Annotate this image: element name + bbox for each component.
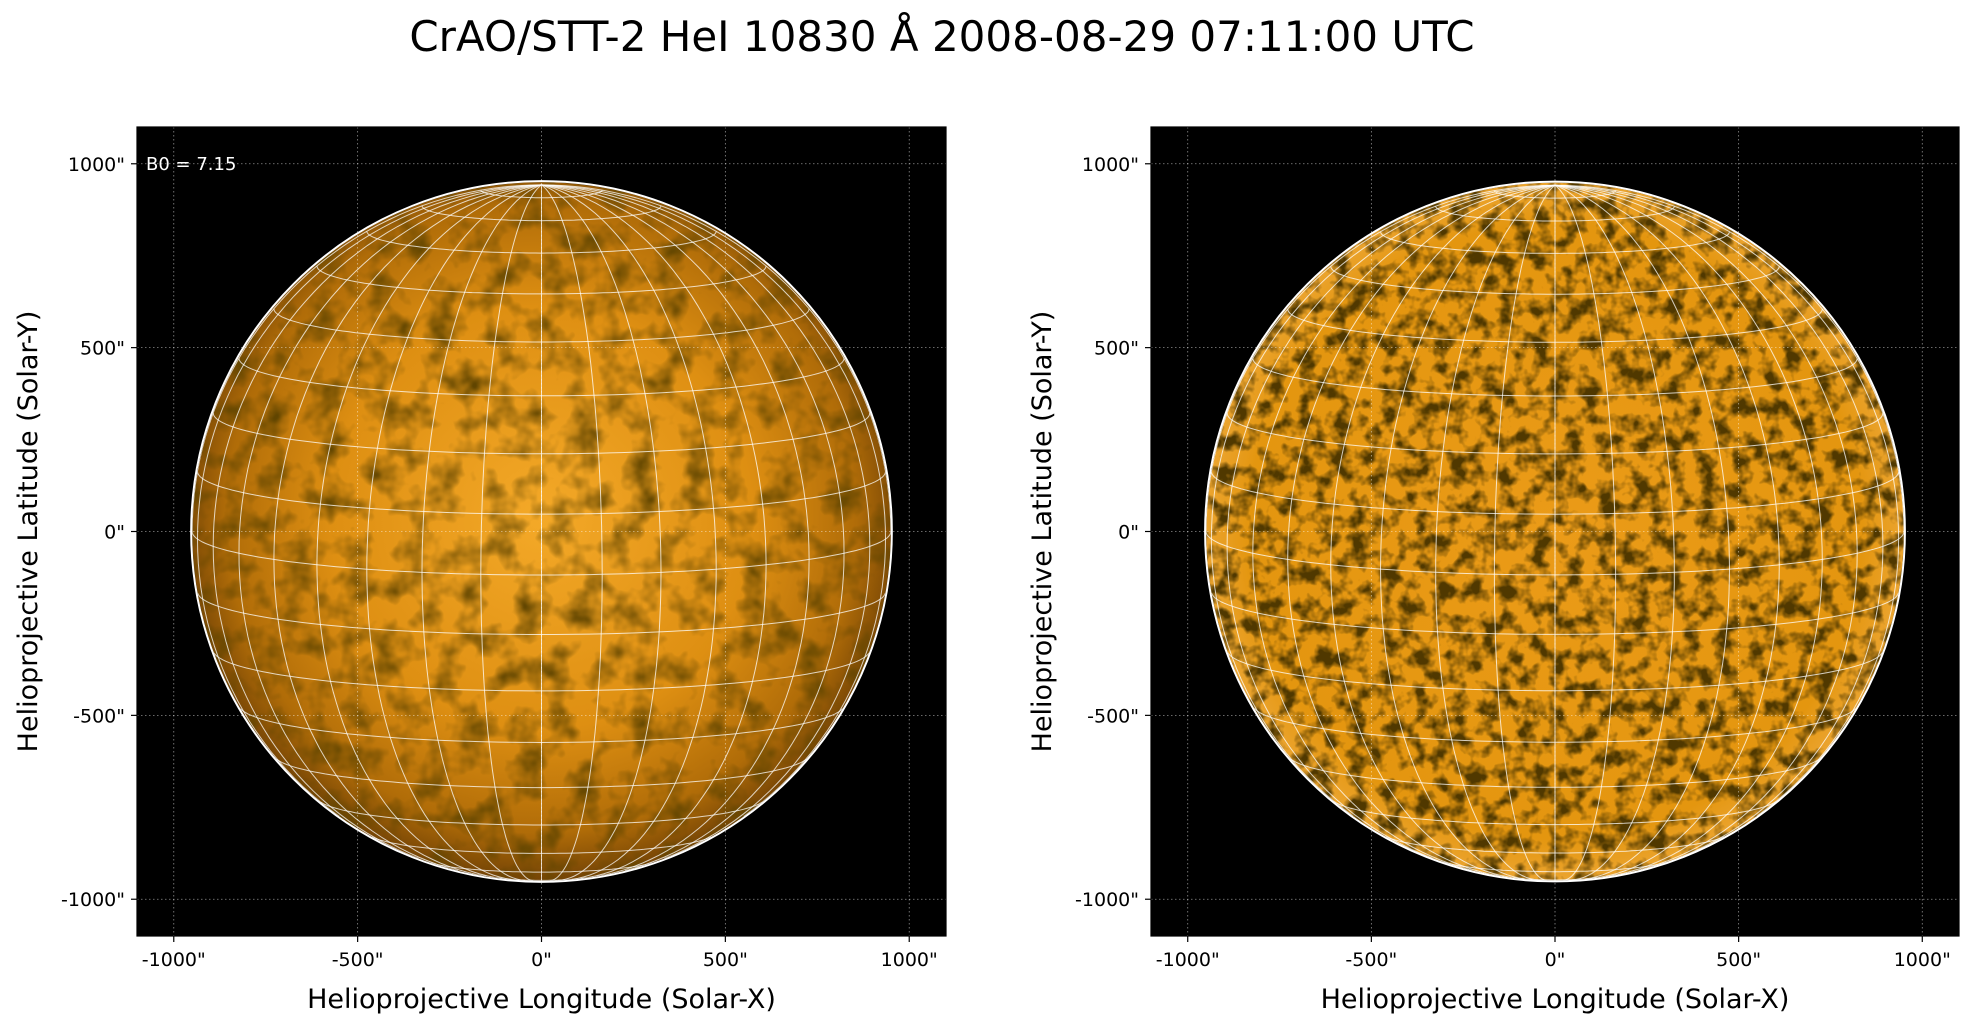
y-tick-label: -1000" [1075,889,1139,911]
x-tick-label: 500" [1716,949,1761,971]
y-axis-label: Helioprojective Latitude (Solar-Y) [1027,311,1058,753]
grid-longitude-line [1554,184,1731,880]
grid-longitude-line [541,184,717,880]
b0-annotation: B0 = 7.15 [146,154,236,175]
y-tick-label: -1000" [61,889,125,911]
axes-frame [136,126,947,937]
heliographic-grid [192,184,891,881]
figure-title: CrAO/STT-2 HeI 10830 Å 2008-08-29 07:11:… [409,12,1475,61]
grid-longitude-line [541,184,662,881]
solar-limb [190,180,893,883]
grid-longitude-line [1493,184,1556,881]
solar-limb [1204,180,1906,883]
x-tick-label: -1000" [1156,949,1220,971]
y-tick-label: -500" [73,705,125,727]
grid-longitude-line [1554,184,1900,817]
heliographic-grid [1206,184,1904,881]
y-tick-label: 500" [80,338,125,360]
y-tick-label: 500" [1094,338,1139,360]
y-tick-label: 1000" [68,154,125,176]
grid-longitude-line [1554,184,1780,879]
grid-longitude-line [1554,184,1823,877]
grid-longitude-line [541,184,891,532]
grid-longitude-line [541,184,845,872]
grid-longitude-line [1554,184,1617,881]
y-tick-label: -500" [1087,705,1139,727]
grid-longitude-line [541,184,871,859]
y-tick-label: 0" [104,522,125,544]
grid-longitude-line [1554,184,1858,871]
grid-longitude-line [1287,184,1556,877]
grid-longitude-line [541,184,810,877]
grid-longitude-line [1330,184,1556,879]
x-tick-label: -500" [1345,949,1397,971]
grid-longitude-line [273,184,542,877]
x-tick-label: 0" [1545,949,1566,971]
grid-longitude-line [1554,184,1675,881]
grid-longitude-line [196,184,542,817]
axes-frame [1150,126,1960,937]
grid-longitude-line [316,184,542,880]
grid-longitude-line [541,184,767,880]
grid-longitude-line [1554,184,1884,859]
grid-longitude-line [480,184,542,881]
grid-longitude-line [192,184,542,532]
grid-longitude-line [541,184,887,817]
y-axis-label: Helioprojective Latitude (Solar-Y) [13,311,44,753]
grid-longitude-line [1210,184,1556,817]
grid-longitude-line [1206,184,1556,532]
x-tick-label: -1000" [142,949,206,971]
grid-longitude-line [1554,184,1904,532]
grid-longitude-line [1252,184,1556,871]
y-tick-label: 0" [1118,522,1139,544]
grid-longitude-line [1379,184,1556,880]
x-tick-label: 1000" [881,949,938,971]
panel-right: -1000" -500" 0" 500" 1000" 1000" 500" 0" -500" -1… [1027,126,1960,1015]
panel-left: -1000" -500" 0" 500" 1000" 1000" 500" 0" -500" -1… [13,126,947,1015]
x-tick-label: 0" [531,949,552,971]
grid-longitude-line [366,184,542,880]
grid-longitude-line [421,184,542,881]
x-tick-label: 1000" [1894,949,1951,971]
grid-longitude-line [1226,184,1556,859]
x-axis-label: Helioprojective Longitude (Solar-X) [1321,984,1790,1015]
grid-longitude-line [212,184,542,859]
grid-longitude-line [1435,184,1556,881]
x-tick-label: -500" [332,949,384,971]
grid-longitude-line [238,184,542,872]
x-tick-label: 500" [703,949,748,971]
y-tick-label: 1000" [1082,154,1139,176]
grid-longitude-line [541,184,603,881]
x-axis-label: Helioprojective Longitude (Solar-X) [307,984,776,1015]
